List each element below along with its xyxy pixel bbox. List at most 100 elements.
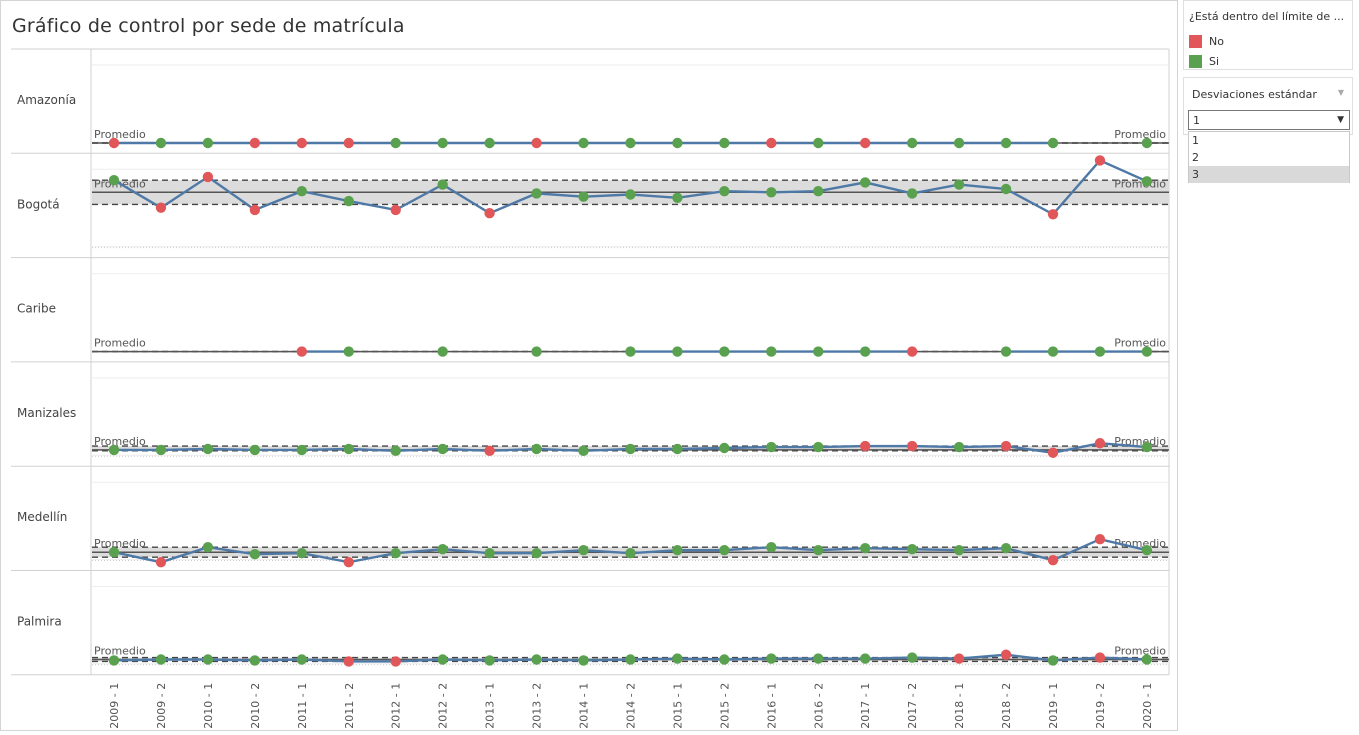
data-point (625, 443, 636, 455)
data-point (108, 547, 120, 558)
data-point (531, 346, 542, 357)
data-point (484, 208, 495, 219)
data-point (1000, 649, 1012, 660)
data-point (202, 137, 214, 149)
data-point (953, 179, 965, 190)
data-point (249, 204, 261, 216)
data-point (813, 137, 824, 149)
data-point (155, 444, 167, 456)
data-point (578, 545, 589, 556)
data-point (484, 445, 495, 457)
data-point (531, 654, 542, 665)
data-point (296, 548, 307, 559)
data-point (1094, 438, 1106, 449)
data-point (1141, 137, 1153, 149)
dropdown-arrow-icon[interactable]: ▼ (1337, 115, 1344, 125)
data-point (860, 346, 871, 357)
legend-panel: ¿Está dentro del límite de ... No Si (1183, 0, 1353, 70)
data-point (672, 443, 683, 455)
panel-label: Manizales (17, 406, 76, 420)
x-tick-label: 2014 - 2 (624, 683, 637, 729)
filter-menu-caret-icon[interactable]: ▼ (1337, 88, 1344, 97)
data-point (672, 346, 683, 357)
data-point (390, 204, 401, 216)
data-point (531, 443, 542, 455)
x-tick-label: 2016 - 2 (812, 683, 825, 729)
average-label-left: Promedio (94, 337, 146, 350)
data-point (1047, 555, 1059, 566)
x-tick-label: 2018 - 2 (1000, 683, 1013, 729)
data-point (484, 548, 495, 559)
dropdown-options: 1 2 3 (1188, 131, 1350, 183)
data-point (719, 186, 730, 197)
data-point (906, 137, 918, 149)
data-point (766, 346, 777, 357)
data-point (1094, 155, 1106, 166)
data-point (1141, 545, 1153, 556)
data-point (906, 652, 918, 663)
data-point (1094, 346, 1106, 357)
x-tick-label: 2012 - 2 (437, 683, 450, 729)
data-point (578, 137, 589, 149)
legend-item-no[interactable]: No (1189, 34, 1224, 48)
data-point (625, 654, 636, 665)
x-tick-label: 2013 - 2 (531, 683, 544, 729)
average-label-right: Promedio (1114, 177, 1166, 190)
dropdown-option-2[interactable]: 2 (1192, 151, 1199, 164)
data-point (953, 545, 965, 556)
average-label-left: Promedio (94, 537, 146, 550)
data-point (860, 543, 871, 554)
x-tick-label: 2014 - 1 (578, 683, 591, 729)
data-point (390, 137, 401, 149)
data-point (813, 653, 824, 664)
data-point (437, 654, 448, 665)
panel-palmira: Promedio Promedio Palmira (11, 586, 1169, 676)
data-point (625, 548, 636, 559)
legend-item-si[interactable]: Si (1189, 54, 1219, 68)
stddev-dropdown[interactable]: 1 ▼ (1188, 110, 1350, 130)
data-point (578, 445, 589, 457)
dropdown-option-3[interactable]: 3 (1189, 166, 1349, 183)
data-point (766, 542, 777, 553)
x-tick-label: 2010 - 2 (249, 683, 262, 729)
x-tick-label: 2011 - 2 (343, 683, 356, 729)
data-point (484, 137, 495, 149)
data-point (860, 653, 871, 664)
data-point (813, 545, 824, 556)
data-point (625, 346, 636, 357)
average-label-left: Promedio (94, 128, 146, 141)
data-point (437, 443, 448, 455)
average-label-right: Promedio (1114, 537, 1166, 550)
average-label-right: Promedio (1114, 128, 1166, 141)
panel-label: Palmira (17, 615, 62, 629)
x-tick-label: 2019 - 1 (1047, 683, 1060, 729)
data-point (578, 655, 589, 666)
data-point (108, 175, 120, 186)
x-tick-label: 2020 - 1 (1141, 683, 1154, 729)
panel-label: Caribe (17, 302, 56, 316)
x-tick-label: 2015 - 1 (671, 683, 684, 729)
data-point (155, 137, 167, 149)
dropdown-option-1[interactable]: 1 (1192, 134, 1199, 147)
legend-swatch-no (1189, 34, 1202, 48)
data-point (437, 544, 448, 555)
data-point (155, 654, 167, 665)
x-tick-label: 2017 - 2 (906, 683, 919, 729)
data-point (249, 549, 261, 560)
data-point (1047, 137, 1059, 149)
data-point (343, 137, 354, 149)
data-point (719, 346, 730, 357)
data-point (249, 444, 261, 456)
legend-title: ¿Está dentro del límite de ... (1189, 10, 1345, 23)
data-point (296, 137, 307, 149)
data-point (672, 653, 683, 664)
x-tick-label: 2009 - 1 (108, 683, 121, 729)
panel-caribe: Promedio Promedio Caribe (11, 273, 1169, 363)
data-point (1094, 534, 1106, 545)
data-point (860, 177, 871, 188)
data-point (1047, 655, 1059, 666)
x-tick-label: 2013 - 1 (484, 683, 497, 729)
panel-label: Medellín (17, 510, 67, 524)
